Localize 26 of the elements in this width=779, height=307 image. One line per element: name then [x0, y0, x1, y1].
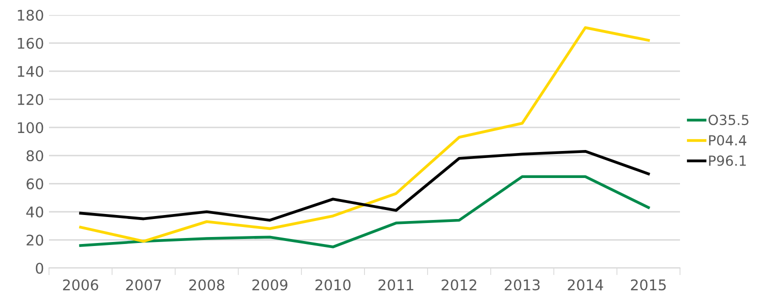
- x-tick-label: 2013: [504, 279, 540, 290]
- x-tick-label: 2014: [568, 279, 604, 290]
- y-tick-label: 120: [18, 94, 44, 106]
- y-tick-label: 180: [18, 10, 44, 21]
- x-tick-label: 2012: [442, 279, 476, 290]
- y-tick-label: 0: [36, 262, 44, 274]
- line-series: [79, 150, 650, 222]
- line-series: [79, 175, 650, 248]
- x-tick-label: 2009: [252, 279, 288, 290]
- y-tick-label: 160: [18, 38, 44, 49]
- line-series: [79, 26, 650, 243]
- legend-label: P04.4: [709, 135, 746, 146]
- y-tick-label: 60: [26, 178, 44, 190]
- y-tick-label: 80: [26, 150, 44, 162]
- legend-label: P96.1: [709, 155, 746, 166]
- x-tick-label: 2007: [126, 279, 161, 290]
- x-tick-label: 2006: [63, 279, 98, 290]
- x-tick-label: 2015: [630, 279, 666, 290]
- y-tick-label: 100: [18, 122, 44, 134]
- y-tick-label: 140: [18, 66, 44, 77]
- x-tick-label: 2010: [315, 279, 351, 290]
- legend-label: O35.5: [708, 114, 748, 126]
- y-tick-label: 40: [26, 206, 44, 218]
- x-tick-label: 2008: [189, 279, 224, 290]
- y-tick-label: 20: [26, 234, 44, 246]
- x-tick-label: 2011: [378, 279, 414, 290]
